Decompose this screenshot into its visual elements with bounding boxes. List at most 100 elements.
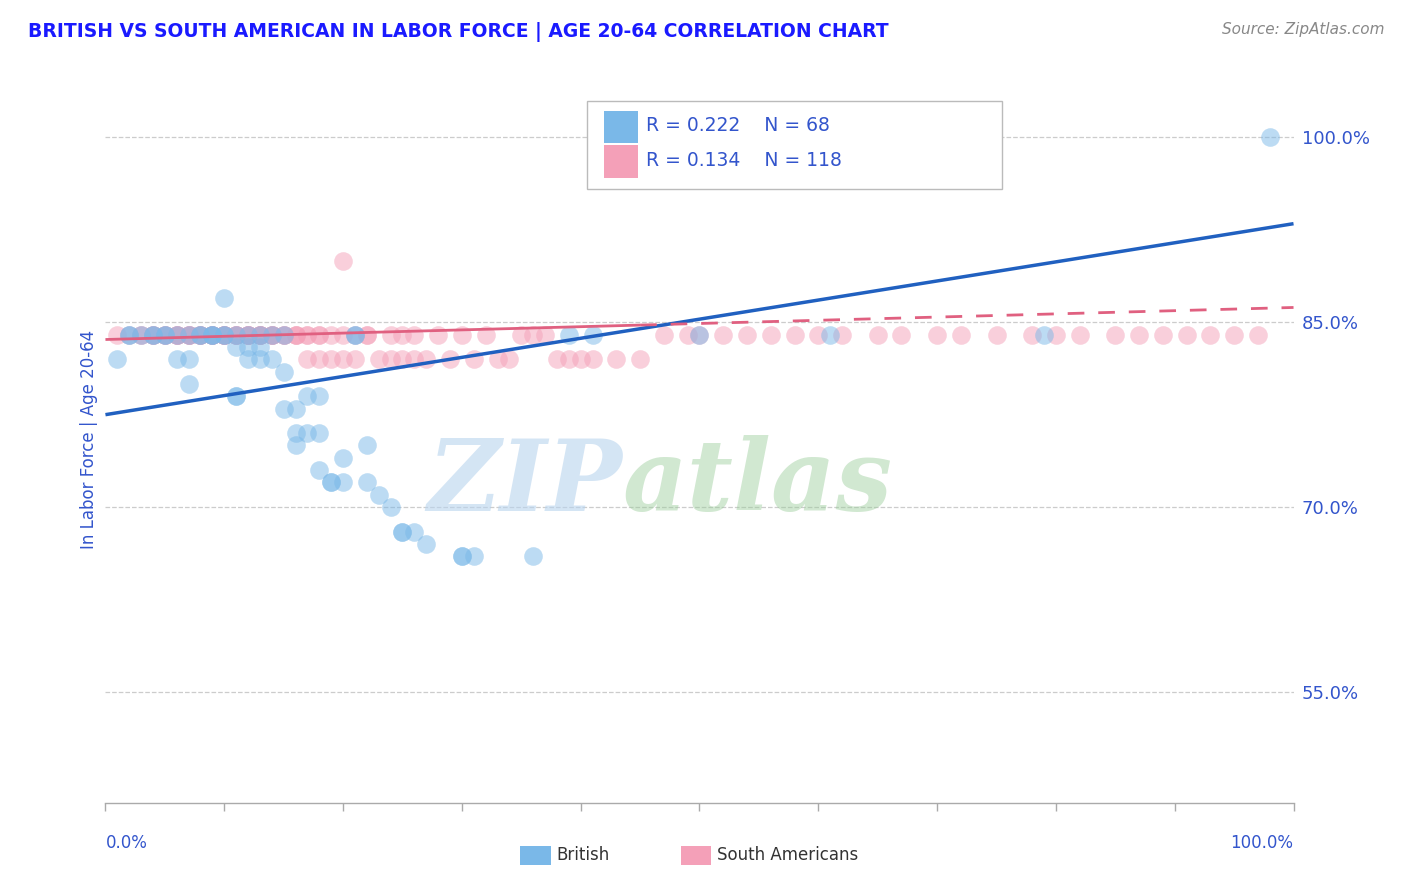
- Point: [118, 327, 141, 342]
- Point: [214, 327, 236, 342]
- Point: [297, 389, 319, 403]
- Point: [249, 327, 271, 342]
- Point: [236, 340, 259, 354]
- Point: [308, 352, 330, 367]
- Point: [225, 327, 247, 342]
- Point: [321, 475, 343, 490]
- Point: [153, 327, 176, 342]
- Point: [214, 291, 236, 305]
- Point: [177, 327, 200, 342]
- Point: [284, 327, 307, 342]
- Point: [284, 426, 307, 441]
- Point: [260, 327, 283, 342]
- Text: BRITISH VS SOUTH AMERICAN IN LABOR FORCE | AGE 20-64 CORRELATION CHART: BRITISH VS SOUTH AMERICAN IN LABOR FORCE…: [28, 22, 889, 42]
- Point: [391, 524, 413, 539]
- Point: [534, 327, 557, 342]
- Point: [522, 327, 544, 342]
- Point: [153, 327, 176, 342]
- Text: atlas: atlas: [623, 434, 893, 531]
- Point: [558, 352, 581, 367]
- Point: [273, 365, 295, 379]
- Point: [949, 327, 972, 342]
- Point: [1045, 327, 1067, 342]
- Point: [273, 327, 295, 342]
- Point: [404, 352, 426, 367]
- Point: [332, 352, 354, 367]
- Point: [105, 327, 128, 342]
- Point: [129, 327, 152, 342]
- Point: [236, 327, 259, 342]
- Text: South Americans: South Americans: [717, 847, 858, 864]
- Point: [214, 327, 236, 342]
- Point: [581, 352, 603, 367]
- Point: [249, 327, 271, 342]
- Point: [190, 327, 212, 342]
- Point: [249, 327, 271, 342]
- Point: [214, 327, 236, 342]
- Y-axis label: In Labor Force | Age 20-64: In Labor Force | Age 20-64: [80, 330, 98, 549]
- Point: [236, 352, 259, 367]
- Point: [308, 327, 330, 342]
- Point: [273, 327, 295, 342]
- Point: [225, 327, 247, 342]
- Point: [522, 549, 544, 564]
- Point: [1247, 327, 1270, 342]
- Point: [225, 327, 247, 342]
- Point: [166, 327, 188, 342]
- Point: [153, 327, 176, 342]
- Point: [1104, 327, 1126, 342]
- Point: [486, 352, 509, 367]
- Point: [831, 327, 853, 342]
- Point: [214, 327, 236, 342]
- Point: [190, 327, 212, 342]
- Point: [142, 327, 165, 342]
- Point: [236, 327, 259, 342]
- Point: [356, 327, 378, 342]
- Point: [391, 327, 413, 342]
- Point: [249, 352, 271, 367]
- Text: R = 0.222    N = 68: R = 0.222 N = 68: [645, 116, 830, 135]
- Point: [273, 327, 295, 342]
- Point: [225, 389, 247, 403]
- Point: [546, 352, 568, 367]
- Point: [201, 327, 224, 342]
- Point: [201, 327, 224, 342]
- Point: [463, 549, 485, 564]
- Point: [321, 475, 343, 490]
- Point: [1175, 327, 1198, 342]
- Point: [249, 327, 271, 342]
- Point: [297, 352, 319, 367]
- Point: [284, 401, 307, 416]
- Point: [332, 327, 354, 342]
- Text: 100.0%: 100.0%: [1230, 834, 1294, 852]
- Point: [142, 327, 165, 342]
- Point: [450, 327, 472, 342]
- Point: [201, 327, 224, 342]
- Point: [284, 438, 307, 452]
- Point: [380, 500, 402, 514]
- Point: [474, 327, 496, 342]
- Point: [356, 438, 378, 452]
- Point: [190, 327, 212, 342]
- Point: [925, 327, 948, 342]
- Point: [711, 327, 734, 342]
- Point: [308, 426, 330, 441]
- Point: [118, 327, 141, 342]
- Point: [463, 352, 485, 367]
- Point: [249, 340, 271, 354]
- Text: Source: ZipAtlas.com: Source: ZipAtlas.com: [1222, 22, 1385, 37]
- Point: [129, 327, 152, 342]
- Point: [558, 327, 581, 342]
- Point: [260, 327, 283, 342]
- Point: [129, 327, 152, 342]
- Point: [1128, 327, 1150, 342]
- Point: [498, 352, 520, 367]
- Point: [142, 327, 165, 342]
- Point: [1223, 327, 1246, 342]
- Point: [569, 352, 592, 367]
- Point: [783, 327, 806, 342]
- Point: [177, 327, 200, 342]
- Point: [297, 327, 319, 342]
- Point: [605, 352, 627, 367]
- Point: [676, 327, 699, 342]
